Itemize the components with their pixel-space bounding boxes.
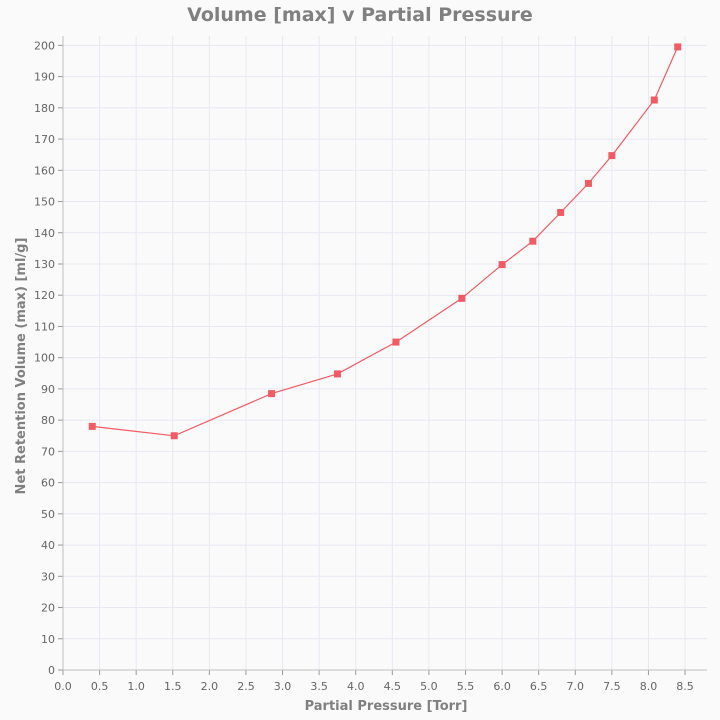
y-tick-label: 130 xyxy=(34,258,55,271)
x-tick-label: 5.5 xyxy=(457,680,475,693)
x-tick-label: 7.5 xyxy=(603,680,621,693)
chart-title: Volume [max] v Partial Pressure xyxy=(187,4,533,26)
axes: 0.0 0.5 1.0 1.5 2.0 2.5 3.0 3.5 4.0 4.5 5.0 5.5 6.0 6… xyxy=(34,36,707,693)
y-tick-label: 120 xyxy=(34,289,55,302)
y-tick-label: 50 xyxy=(41,508,55,521)
y-tick-label: 30 xyxy=(41,570,55,583)
series xyxy=(88,43,682,440)
x-tick-label: 3.5 xyxy=(310,680,328,693)
x-tick-label: 0.5 xyxy=(91,680,109,693)
x-axis-title: Partial Pressure [Torr] xyxy=(305,699,468,714)
x-tick-label: 2.0 xyxy=(201,680,219,693)
data-point xyxy=(674,43,682,51)
x-tick-label: 7.0 xyxy=(567,680,585,693)
data-point xyxy=(333,370,341,378)
x-tick-label: 6.0 xyxy=(493,680,511,693)
y-tick-label: 80 xyxy=(41,414,55,427)
data-point xyxy=(170,432,178,440)
x-tick-label: 0.0 xyxy=(54,680,72,693)
y-tick-label: 110 xyxy=(34,320,55,333)
y-tick-label: 190 xyxy=(34,71,55,84)
y-tick-label: 0 xyxy=(48,664,55,677)
x-tick-label: 5.0 xyxy=(420,680,438,693)
data-point xyxy=(392,338,400,346)
y-tick-label: 10 xyxy=(41,633,55,646)
data-point xyxy=(557,208,565,216)
y-tick-label: 90 xyxy=(41,383,55,396)
data-point xyxy=(268,390,276,398)
data-point xyxy=(529,237,537,245)
y-tick-label: 70 xyxy=(41,445,55,458)
grid xyxy=(62,36,707,671)
data-point xyxy=(88,422,96,430)
y-tick-label: 100 xyxy=(34,352,55,365)
y-tick-label: 200 xyxy=(34,39,55,52)
x-tick-label: 2.5 xyxy=(237,680,255,693)
data-point xyxy=(608,152,616,160)
x-tick-label: 1.5 xyxy=(164,680,182,693)
y-tick-label: 160 xyxy=(34,164,55,177)
y-tick-label: 60 xyxy=(41,477,55,490)
x-tick-label: 3.0 xyxy=(274,680,292,693)
y-tick-label: 180 xyxy=(34,102,55,115)
series-line xyxy=(92,46,679,437)
y-tick-label: 40 xyxy=(41,539,55,552)
data-point xyxy=(650,96,658,104)
x-tick-label: 4.5 xyxy=(384,680,402,693)
data-point xyxy=(584,179,592,187)
x-tick-label: 6.5 xyxy=(530,680,548,693)
y-tick-label: 140 xyxy=(34,227,55,240)
y-tick-label: 170 xyxy=(34,133,55,146)
y-tick-label: 20 xyxy=(41,602,55,615)
data-point xyxy=(458,294,466,302)
y-axis-title: Net Retention Volume (max) [ml/g] xyxy=(14,238,29,495)
x-tick-label: 8.0 xyxy=(640,680,658,693)
data-point xyxy=(498,261,506,269)
y-tick-label: 150 xyxy=(34,196,55,209)
x-tick-label: 1.0 xyxy=(127,680,145,693)
x-tick-label: 8.5 xyxy=(676,680,694,693)
x-tick-label: 4.0 xyxy=(347,680,365,693)
